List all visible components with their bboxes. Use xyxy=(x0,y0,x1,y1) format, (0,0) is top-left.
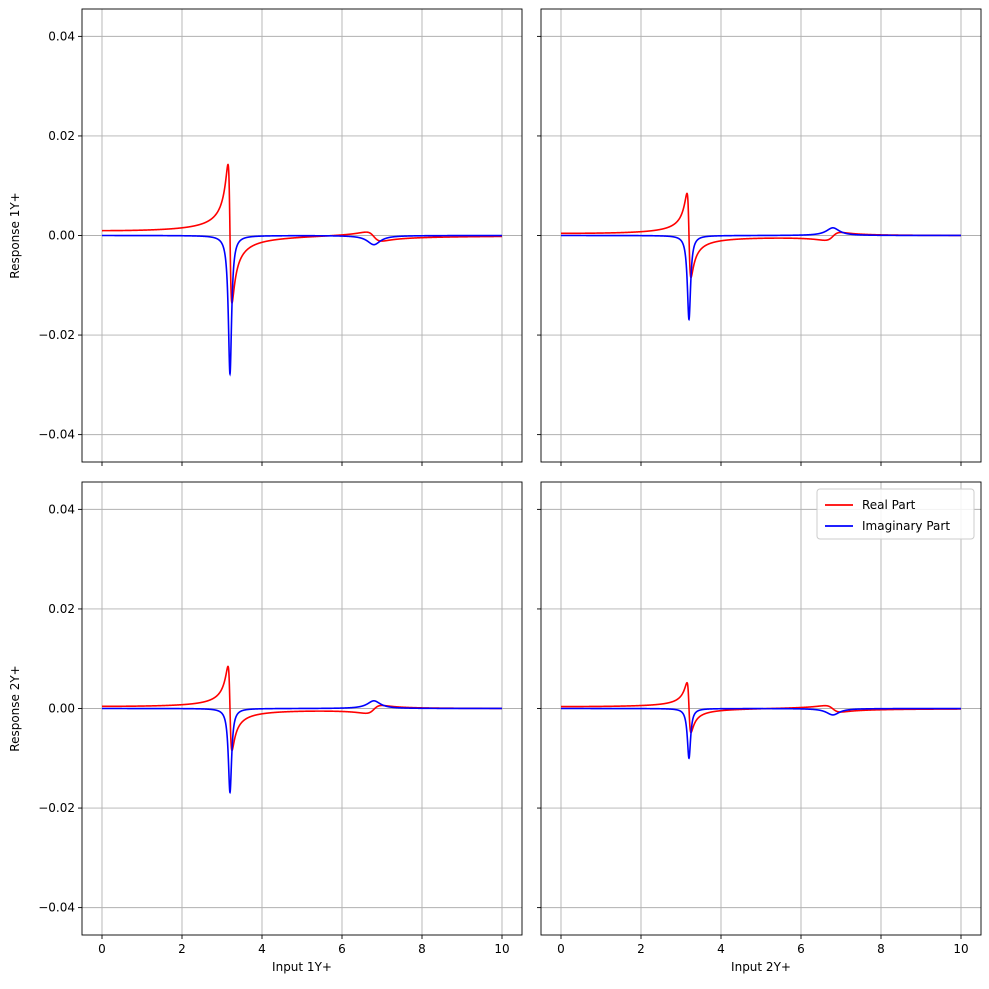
legend-label-real: Real Part xyxy=(862,498,916,512)
panel-bottom-right: 0 2 4 6 8 10 Input 2Y+ Real Part Imaginary Part xyxy=(537,481,982,974)
y-tick-label: 0.00 xyxy=(48,229,75,243)
y-tick-label: −0.04 xyxy=(38,901,75,915)
y-tick-label: 0.02 xyxy=(48,602,75,616)
panel-bottom-left: 0 2 4 6 8 10 −0.04 −0.02 0.00 0.02 0.04 Input 1Y+ Re… xyxy=(8,481,523,974)
x-tick-label: 8 xyxy=(877,942,885,956)
series-line-imag xyxy=(561,707,961,760)
series-line-imag xyxy=(102,234,502,377)
x-tick-label: 10 xyxy=(494,942,509,956)
y-axis-label: Response 1Y+ xyxy=(8,192,22,278)
panel-top-left: −0.04 −0.02 0.00 0.02 0.04 Response 1Y+ xyxy=(8,8,523,466)
x-tick-label: 2 xyxy=(178,942,186,956)
x-axis-label: Input 1Y+ xyxy=(272,960,332,974)
x-tick-label: 0 xyxy=(98,942,106,956)
y-tick-label: 0.04 xyxy=(48,502,75,516)
legend-box xyxy=(816,488,975,540)
series-line-imag xyxy=(561,227,961,322)
legend: Real Part Imaginary Part xyxy=(816,488,975,540)
y-tick-label: 0.00 xyxy=(48,702,75,716)
x-tick-label: 2 xyxy=(637,942,645,956)
x-tick-label: 4 xyxy=(258,942,266,956)
x-tick-label: 0 xyxy=(557,942,565,956)
x-tick-label: 10 xyxy=(953,942,968,956)
series-line-imag xyxy=(102,700,502,795)
x-tick-label: 4 xyxy=(717,942,725,956)
legend-label-imag: Imaginary Part xyxy=(862,519,950,533)
y-tick-label: −0.02 xyxy=(38,328,75,342)
series-line-real xyxy=(102,163,502,304)
x-tick-label: 6 xyxy=(797,942,805,956)
y-tick-label: 0.02 xyxy=(48,129,75,143)
x-tick-label: 8 xyxy=(418,942,426,956)
y-axis-label: Response 2Y+ xyxy=(8,665,22,751)
series-line-real xyxy=(561,681,961,734)
y-tick-label: −0.02 xyxy=(38,801,75,815)
x-axis-label: Input 2Y+ xyxy=(731,960,791,974)
y-tick-label: −0.04 xyxy=(38,428,75,442)
x-tick-label: 6 xyxy=(338,942,346,956)
panel-top-right xyxy=(537,8,982,466)
y-tick-label: 0.04 xyxy=(48,29,75,43)
